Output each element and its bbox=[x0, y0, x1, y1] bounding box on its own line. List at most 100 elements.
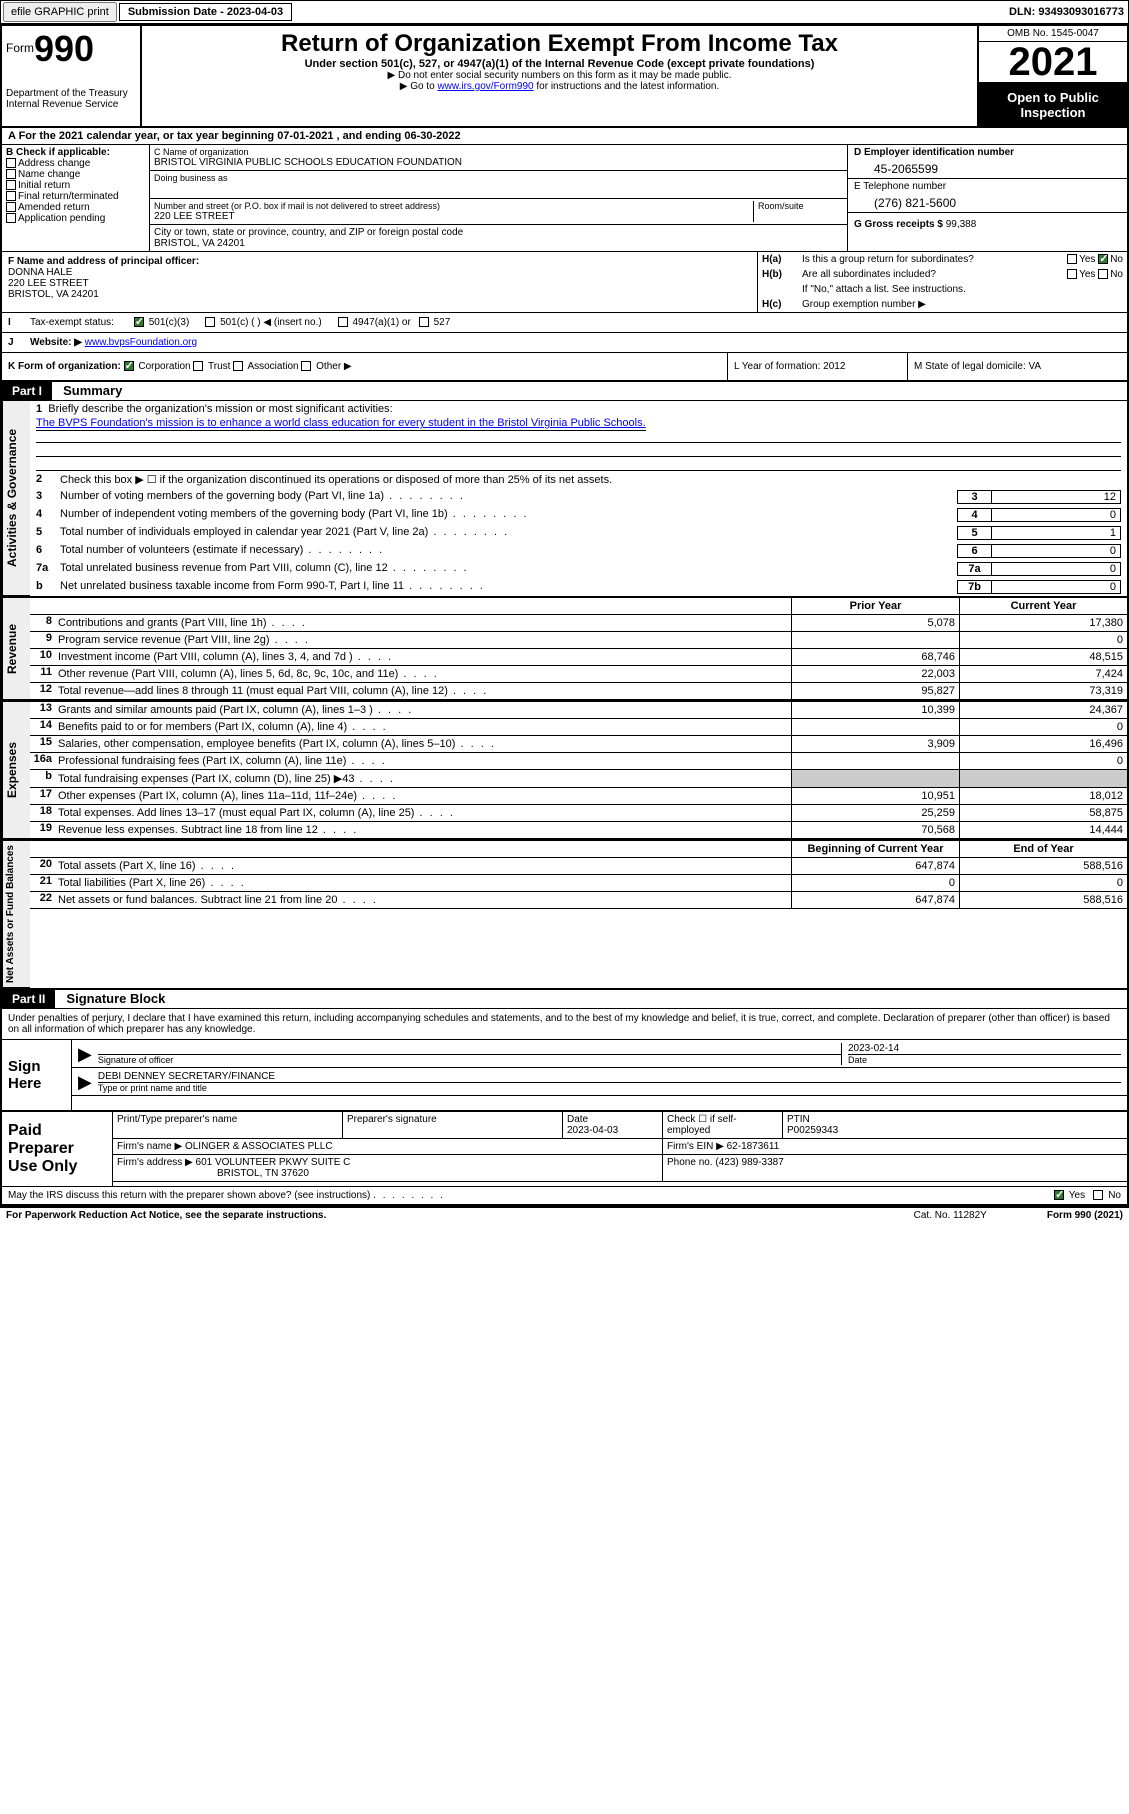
goto-note: ▶ Go to www.irs.gov/Form990 for instruct… bbox=[146, 81, 973, 92]
tab-net-assets: Net Assets or Fund Balances bbox=[2, 841, 30, 988]
cb-amended[interactable] bbox=[6, 202, 16, 212]
expense-row-15: 15Salaries, other compensation, employee… bbox=[30, 736, 1127, 753]
ha-text: Is this a group return for subordinates? bbox=[802, 254, 1013, 265]
gov-line-5: 5Total number of individuals employed in… bbox=[30, 524, 1127, 542]
prep-date-lbl: Date bbox=[567, 1114, 588, 1125]
cb-initial-return[interactable] bbox=[6, 180, 16, 190]
year-block: OMB No. 1545-0047 2021 Open to Public In… bbox=[977, 26, 1127, 126]
ssn-note: ▶ Do not enter social security numbers o… bbox=[146, 70, 973, 81]
discuss-no-cb[interactable] bbox=[1093, 1190, 1103, 1200]
end-year-hdr: End of Year bbox=[959, 841, 1127, 857]
firm-ein: 62-1873611 bbox=[727, 1141, 780, 1152]
cb-label-3: Final return/terminated bbox=[18, 191, 119, 202]
blank-line-1 bbox=[36, 429, 1121, 443]
sign-here-label: Sign Here bbox=[2, 1040, 72, 1110]
line2-text: Check this box ▶ ☐ if the organization d… bbox=[60, 473, 1121, 486]
k-label: K Form of organization: bbox=[8, 361, 121, 372]
l-formation: L Year of formation: 2012 bbox=[727, 353, 907, 380]
hb-no: No bbox=[1110, 269, 1123, 280]
cb-name-change[interactable] bbox=[6, 169, 16, 179]
goto-pre: ▶ Go to bbox=[400, 81, 438, 92]
phone-label: E Telephone number bbox=[854, 181, 1121, 192]
revenue-row-12: 12Total revenue—add lines 8 through 11 (… bbox=[30, 683, 1127, 700]
officer-name: DONNA HALE bbox=[8, 267, 751, 278]
firm-addr1: 601 VOLUNTEER PKWY SUITE C bbox=[196, 1157, 351, 1168]
top-toolbar: efile GRAPHIC print Submission Date - 20… bbox=[0, 0, 1129, 24]
officer-typed-name: DEBI DENNEY SECRETARY/FINANCE bbox=[98, 1071, 1121, 1082]
opt-assoc: Association bbox=[247, 361, 298, 372]
room-label: Room/suite bbox=[758, 201, 843, 211]
discuss-yes-cb[interactable] bbox=[1054, 1190, 1064, 1200]
expense-row-13: 13Grants and similar amounts paid (Part … bbox=[30, 702, 1127, 719]
opt-527: 527 bbox=[434, 317, 451, 328]
paid-preparer-block: Paid Preparer Use Only Print/Type prepar… bbox=[2, 1110, 1127, 1186]
cb-527[interactable] bbox=[419, 317, 429, 327]
arrow-icon-2: ▶ bbox=[78, 1072, 92, 1093]
tab-governance: Activities & Governance bbox=[2, 401, 30, 596]
col-de: D Employer identification number 45-2065… bbox=[847, 145, 1127, 251]
cb-other[interactable] bbox=[301, 361, 311, 371]
org-name: BRISTOL VIRGINIA PUBLIC SCHOOLS EDUCATIO… bbox=[154, 157, 843, 168]
addr-label: Number and street (or P.O. box if mail i… bbox=[154, 201, 753, 211]
efile-print-button[interactable]: efile GRAPHIC print bbox=[3, 2, 117, 22]
cb-address-change[interactable] bbox=[6, 158, 16, 168]
ha-no-cb[interactable] bbox=[1098, 254, 1108, 264]
form-label: Form bbox=[6, 41, 34, 55]
ha-yes-cb[interactable] bbox=[1067, 254, 1077, 264]
sig-date-value: 2023-02-14 bbox=[848, 1043, 1121, 1054]
prep-name-label: Print/Type preparer's name bbox=[113, 1112, 343, 1138]
dept-label: Department of the Treasury Internal Reve… bbox=[6, 88, 136, 110]
irs-link[interactable]: www.irs.gov/Form990 bbox=[437, 81, 533, 92]
row-klm: K Form of organization: Corporation Trus… bbox=[2, 353, 1127, 382]
paperwork-notice: For Paperwork Reduction Act Notice, see … bbox=[6, 1210, 326, 1221]
cb-501c[interactable] bbox=[205, 317, 215, 327]
cb-label-5: Application pending bbox=[18, 213, 105, 224]
officer-addr1: 220 LEE STREET bbox=[8, 278, 751, 289]
form-subtitle: Under section 501(c), 527, or 4947(a)(1)… bbox=[146, 58, 973, 70]
tab-revenue: Revenue bbox=[2, 598, 30, 700]
i-label: I bbox=[8, 317, 30, 328]
opt-501c: 501(c) ( ) ◀ (insert no.) bbox=[220, 317, 322, 328]
signature-intro: Under penalties of perjury, I declare th… bbox=[2, 1009, 1127, 1040]
blank-line-2 bbox=[36, 443, 1121, 457]
cb-501c3[interactable] bbox=[134, 317, 144, 327]
part1-title: Summary bbox=[55, 383, 122, 398]
netassets-row-20: 20Total assets (Part X, line 16)647,8745… bbox=[30, 858, 1127, 875]
netassets-row-21: 21Total liabilities (Part X, line 26)00 bbox=[30, 875, 1127, 892]
dln-label: DLN: 93493093016773 bbox=[1009, 6, 1128, 18]
hc-label: H(c) bbox=[762, 299, 802, 310]
website-link[interactable]: www.bvpsFoundation.org bbox=[85, 337, 197, 348]
cb-label-1: Name change bbox=[18, 169, 80, 180]
firm-phone: (423) 989-3387 bbox=[715, 1157, 783, 1168]
opt-trust: Trust bbox=[208, 361, 230, 372]
revenue-row-11: 11Other revenue (Part VIII, column (A), … bbox=[30, 666, 1127, 683]
row-j-website: J Website: ▶ www.bvpsFoundation.org bbox=[2, 333, 1127, 353]
form-number: 990 bbox=[34, 28, 94, 69]
col-c-org-info: C Name of organization BRISTOL VIRGINIA … bbox=[150, 145, 847, 251]
gross-label: G Gross receipts $ bbox=[854, 219, 943, 230]
revenue-row-10: 10Investment income (Part VIII, column (… bbox=[30, 649, 1127, 666]
cat-no: Cat. No. 11282Y bbox=[914, 1210, 987, 1221]
form-id-block: Form990 Department of the Treasury Inter… bbox=[2, 26, 142, 126]
revenue-row-9: 9Program service revenue (Part VIII, lin… bbox=[30, 632, 1127, 649]
paid-preparer-label: Paid Preparer Use Only bbox=[2, 1112, 112, 1186]
j-label: J bbox=[8, 337, 30, 348]
form-990-container: Form990 Department of the Treasury Inter… bbox=[0, 24, 1129, 1206]
firm-addr-lbl: Firm's address ▶ bbox=[117, 1157, 193, 1168]
cb-corp[interactable] bbox=[124, 361, 134, 371]
hb-yes-cb[interactable] bbox=[1067, 269, 1077, 279]
begin-year-hdr: Beginning of Current Year bbox=[791, 841, 959, 857]
gov-line-3: 3Number of voting members of the governi… bbox=[30, 488, 1127, 506]
cb-final-return[interactable] bbox=[6, 191, 16, 201]
cb-trust[interactable] bbox=[193, 361, 203, 371]
opt-501c3: 501(c)(3) bbox=[149, 317, 190, 328]
cb-4947[interactable] bbox=[338, 317, 348, 327]
cb-assoc[interactable] bbox=[233, 361, 243, 371]
summary-governance: Activities & Governance 1 Briefly descri… bbox=[2, 401, 1127, 596]
cb-app-pending[interactable] bbox=[6, 213, 16, 223]
firm-addr2: BRISTOL, TN 37620 bbox=[117, 1168, 658, 1179]
tax-year: 2021 bbox=[979, 42, 1127, 84]
opt-corp: Corporation bbox=[138, 361, 190, 372]
firm-ein-lbl: Firm's EIN ▶ bbox=[667, 1141, 724, 1152]
hb-no-cb[interactable] bbox=[1098, 269, 1108, 279]
